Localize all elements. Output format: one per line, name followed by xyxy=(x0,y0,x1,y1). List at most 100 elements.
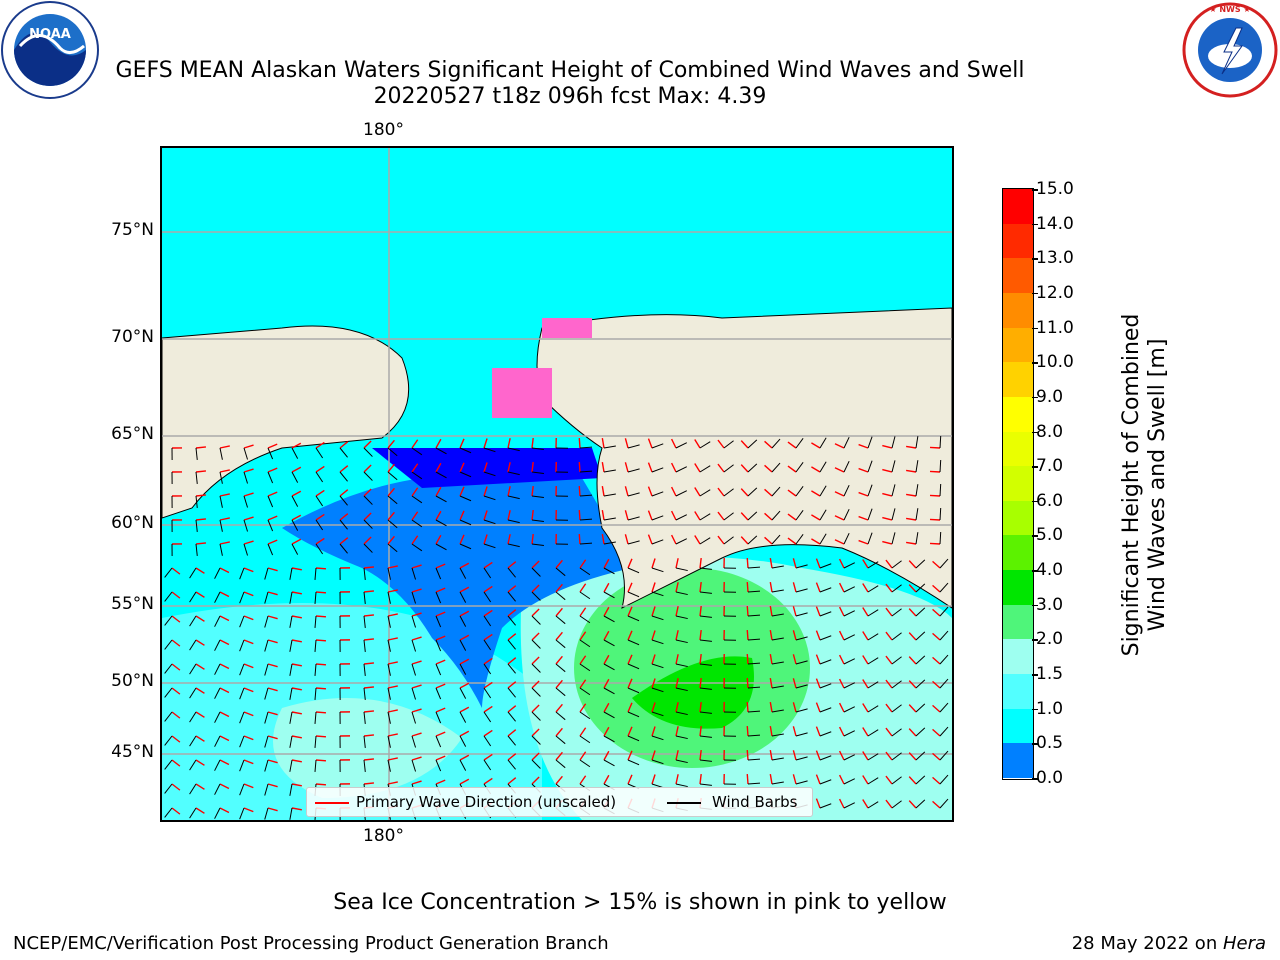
wave-arrow xyxy=(483,534,488,545)
wave-arrow xyxy=(811,442,821,449)
wave-arrow xyxy=(435,731,446,737)
wave-arrow xyxy=(507,438,511,449)
wind-barb xyxy=(459,471,472,478)
wave-arrow xyxy=(694,463,701,473)
wave-arrow xyxy=(555,607,563,617)
wave-arrow xyxy=(195,567,205,574)
wave-arrow xyxy=(219,807,230,814)
wave-arrow xyxy=(315,783,327,786)
wind-barb xyxy=(435,711,442,724)
wave-arrow xyxy=(267,515,278,521)
wind-barb xyxy=(747,439,758,449)
wind-barb xyxy=(939,750,949,761)
wave-arrow xyxy=(459,634,470,641)
wind-barb xyxy=(411,663,417,676)
wind-barb xyxy=(189,615,197,627)
wind-barb xyxy=(264,567,269,580)
wave-arrow xyxy=(670,510,677,521)
wind-barb xyxy=(435,615,442,628)
wind-barb xyxy=(264,639,269,652)
wave-arrow xyxy=(932,560,941,569)
wave-arrow xyxy=(647,534,653,545)
wind-barb xyxy=(164,783,173,794)
wind-barb xyxy=(189,639,197,651)
wind-barb xyxy=(891,752,902,761)
wave-arrow xyxy=(555,655,563,665)
sea-ice-region-north xyxy=(542,318,592,338)
wave-arrow xyxy=(291,735,302,739)
wind-barb xyxy=(411,543,423,552)
wave-arrow xyxy=(862,655,869,665)
wind-barb xyxy=(819,635,832,641)
wave-arrow xyxy=(675,678,679,689)
wind-barb xyxy=(915,703,926,713)
graticule xyxy=(162,148,952,820)
wind-barb xyxy=(214,639,221,651)
wind-barb xyxy=(843,562,855,569)
colorbar-tick-label: 6.0 xyxy=(1031,490,1064,511)
colorbar-label-line2: Wind Waves and Swell [m] xyxy=(1145,338,1170,632)
wave-arrow xyxy=(694,487,701,497)
wave-arrow xyxy=(435,683,446,689)
wind-barb xyxy=(555,663,566,673)
wave-arrow xyxy=(792,774,797,785)
latitude-label-70n: 70°N xyxy=(111,327,154,347)
wave-arrow xyxy=(787,537,797,545)
wave-arrow xyxy=(624,486,629,497)
wind-barb xyxy=(363,759,366,772)
wind-barb xyxy=(867,633,879,641)
wind-barb xyxy=(195,519,198,532)
wave-arrow xyxy=(647,462,653,473)
wave-arrow xyxy=(411,636,422,641)
wave-arrow xyxy=(603,630,610,641)
wave-arrow xyxy=(171,687,181,695)
wind-barb xyxy=(771,709,784,713)
wind-barb xyxy=(579,711,591,720)
wave-arrow xyxy=(578,533,581,545)
wind-barb xyxy=(939,678,949,689)
wind-barb xyxy=(314,759,317,772)
wave-arrow xyxy=(435,779,446,785)
colorbar-segment xyxy=(1003,431,1033,467)
wave-arrow xyxy=(670,534,677,545)
wind-barb xyxy=(843,682,855,689)
wind-barb xyxy=(243,495,249,508)
wind-barb xyxy=(531,471,544,474)
wind-barb xyxy=(699,513,711,521)
latitude-label-50n: 50°N xyxy=(111,671,154,691)
wind-barb xyxy=(627,591,640,598)
wind-barb xyxy=(771,781,784,785)
wave-arrow xyxy=(195,663,205,670)
wind-barb xyxy=(843,532,850,545)
wind-barb xyxy=(214,783,221,795)
wave-arrow xyxy=(291,687,302,691)
wind-barb xyxy=(189,687,197,699)
wave-arrow xyxy=(699,773,702,785)
wind-barb xyxy=(771,613,784,617)
wind-barb xyxy=(531,663,541,673)
wave-arrow xyxy=(411,660,422,665)
wave-arrow xyxy=(363,710,375,713)
wave-arrow xyxy=(908,776,917,785)
wave-arrow xyxy=(363,662,375,665)
wind-barb xyxy=(239,663,245,676)
wind-barb xyxy=(603,639,615,647)
wind-barb xyxy=(723,440,734,449)
wave-arrow xyxy=(717,463,725,473)
wave-arrow xyxy=(483,705,493,713)
wind-barb xyxy=(579,615,591,624)
wind-barb xyxy=(507,471,520,476)
colorbar-tick-label: 1.0 xyxy=(1031,698,1064,719)
wave-arrow xyxy=(243,492,254,497)
wind-barb xyxy=(939,726,949,737)
wave-arrow xyxy=(862,703,869,713)
wind-barb xyxy=(939,630,949,641)
wind-barb xyxy=(675,663,688,668)
wave-arrow xyxy=(171,615,181,623)
wind-barb xyxy=(435,735,442,748)
wave-arrow xyxy=(243,759,254,765)
wind-barb xyxy=(915,751,926,761)
wind-barb xyxy=(699,711,712,714)
wind-barb xyxy=(771,462,781,473)
wave-arrow xyxy=(627,606,633,617)
